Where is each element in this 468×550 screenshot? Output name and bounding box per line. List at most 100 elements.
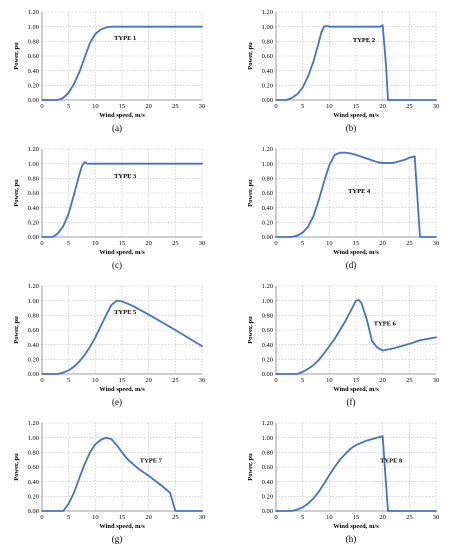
y-tick-label: 0.60 (28, 464, 39, 471)
x-tick-label: 15 (353, 514, 360, 521)
turbine-type-label: TYPE 4 (348, 188, 371, 195)
x-tick-label: 30 (199, 103, 206, 110)
y-tick-label: 0.20 (262, 220, 273, 227)
power-curve-line (41, 299, 203, 375)
y-tick-label: 1.00 (262, 298, 273, 305)
y-tick-label: 0.00 (262, 508, 273, 515)
x-axis-label: Wind speed, m/s (99, 386, 145, 393)
y-axis-label: Power, pu (13, 453, 20, 481)
x-tick-label: 20 (145, 240, 152, 247)
x-axis-label: Wind speed, m/s (333, 249, 379, 256)
turbine-type-label: TYPE 8 (380, 458, 403, 465)
x-tick-label: 0 (40, 377, 43, 384)
y-tick-label: 0.40 (28, 479, 39, 486)
x-tick-label: 20 (145, 514, 152, 521)
y-axis-label: Power, pu (247, 42, 254, 70)
y-tick-label: 0.80 (262, 313, 273, 320)
y-tick-label: 0.40 (28, 68, 39, 75)
y-tick-label: 0.60 (262, 464, 273, 471)
panel-sublabel: (h) (345, 534, 357, 544)
y-tick-label: 0.80 (28, 39, 39, 46)
y-tick-label: 0.40 (262, 342, 273, 349)
x-tick-label: 0 (274, 514, 277, 521)
chart-svg: 0 5 10 15 20 25 30 0.00 0.20 0.40 0.60 0.80 1.00 1.20… (13, 9, 206, 119)
panel-sublabel: (e) (112, 397, 122, 407)
x-tick-label: 5 (301, 377, 304, 384)
x-tick-label: 25 (406, 240, 413, 247)
chart-panel: 0 5 10 15 20 25 30 0.00 0.20 0.40 0.60 0.80 1.00 1.20… (234, 411, 468, 548)
y-tick-label: 1.00 (262, 161, 273, 168)
x-tick-label: 30 (433, 377, 440, 384)
y-tick-label: 0.80 (262, 39, 273, 46)
x-tick-label: 10 (92, 240, 99, 247)
x-tick-label: 15 (119, 377, 126, 384)
x-tick-label: 25 (172, 240, 179, 247)
chart-panel: 0 5 10 15 20 25 30 0.00 0.20 0.40 0.60 0.80 1.00 1.20… (0, 274, 234, 411)
turbine-type-label: TYPE 1 (114, 35, 136, 42)
chart-svg: 0 5 10 15 20 25 30 0.00 0.20 0.40 0.60 0.80 1.00 1.20… (247, 420, 440, 530)
y-tick-label: 1.20 (28, 146, 39, 153)
x-tick-label: 10 (326, 377, 333, 384)
y-axis-label: Power, pu (247, 316, 254, 344)
y-tick-label: 1.00 (28, 435, 39, 442)
y-tick-label: 0.20 (262, 494, 273, 501)
x-axis-label: Wind speed, m/s (333, 112, 379, 119)
x-tick-label: 15 (119, 514, 126, 521)
y-tick-label: 0.20 (28, 220, 39, 227)
y-tick-label: 0.00 (28, 234, 39, 241)
x-axis-label: Wind speed, m/s (99, 112, 145, 119)
y-tick-label: 0.80 (262, 176, 273, 183)
y-tick-label: 0.00 (28, 371, 39, 378)
x-tick-label: 25 (406, 103, 413, 110)
x-tick-label: 30 (433, 103, 440, 110)
power-curve-line (275, 151, 437, 238)
x-tick-label: 30 (199, 240, 206, 247)
x-tick-label: 25 (172, 103, 179, 110)
y-tick-label: 0.80 (262, 450, 273, 457)
y-tick-label: 1.00 (262, 435, 273, 442)
y-tick-label: 0.00 (262, 371, 273, 378)
x-axis-label: Wind speed, m/s (333, 386, 379, 393)
y-tick-label: 0.20 (262, 83, 273, 90)
x-tick-label: 30 (433, 514, 440, 521)
x-tick-label: 25 (172, 514, 179, 521)
chart-panel: 0 5 10 15 20 25 30 0.00 0.20 0.40 0.60 0.80 1.00 1.20… (0, 411, 234, 548)
chart-panel: 0 5 10 15 20 25 30 0.00 0.20 0.40 0.60 0.80 1.00 1.20… (234, 0, 468, 137)
power-curve-line (41, 161, 203, 238)
turbine-type-label: TYPE 5 (114, 309, 137, 316)
x-tick-label: 5 (301, 514, 304, 521)
x-tick-label: 15 (353, 103, 360, 110)
x-tick-label: 10 (326, 514, 333, 521)
x-tick-label: 5 (67, 514, 70, 521)
y-tick-label: 0.60 (262, 190, 273, 197)
y-tick-label: 0.80 (28, 176, 39, 183)
y-tick-label: 0.80 (28, 450, 39, 457)
x-tick-label: 20 (379, 514, 386, 521)
power-curve-line (275, 299, 437, 375)
x-axis-label: Wind speed, m/s (333, 523, 379, 530)
y-tick-label: 1.20 (28, 9, 39, 16)
x-tick-label: 15 (119, 103, 126, 110)
x-tick-label: 20 (145, 103, 152, 110)
x-tick-label: 5 (67, 103, 70, 110)
x-tick-label: 30 (199, 377, 206, 384)
y-tick-label: 1.20 (262, 420, 273, 427)
turbine-type-label: TYPE 3 (114, 173, 137, 180)
x-tick-label: 0 (40, 103, 43, 110)
y-tick-label: 0.40 (262, 68, 273, 75)
y-tick-label: 1.20 (28, 283, 39, 290)
chart-svg: 0 5 10 15 20 25 30 0.00 0.20 0.40 0.60 0.80 1.00 1.20… (247, 146, 439, 256)
panel-sublabel: (c) (112, 260, 122, 270)
x-tick-label: 5 (301, 103, 304, 110)
y-tick-label: 1.20 (262, 146, 273, 153)
y-tick-label: 0.00 (262, 234, 273, 241)
x-tick-label: 10 (92, 514, 99, 521)
x-tick-label: 0 (274, 240, 277, 247)
x-tick-label: 20 (145, 377, 152, 384)
y-tick-label: 0.00 (28, 508, 39, 515)
chart-svg: 0 5 10 15 20 25 30 0.00 0.20 0.40 0.60 0.80 1.00 1.20… (13, 283, 206, 393)
x-tick-label: 20 (379, 377, 386, 384)
x-tick-label: 15 (353, 240, 360, 247)
panel-sublabel: (b) (345, 123, 357, 133)
power-curve-line (275, 435, 437, 512)
